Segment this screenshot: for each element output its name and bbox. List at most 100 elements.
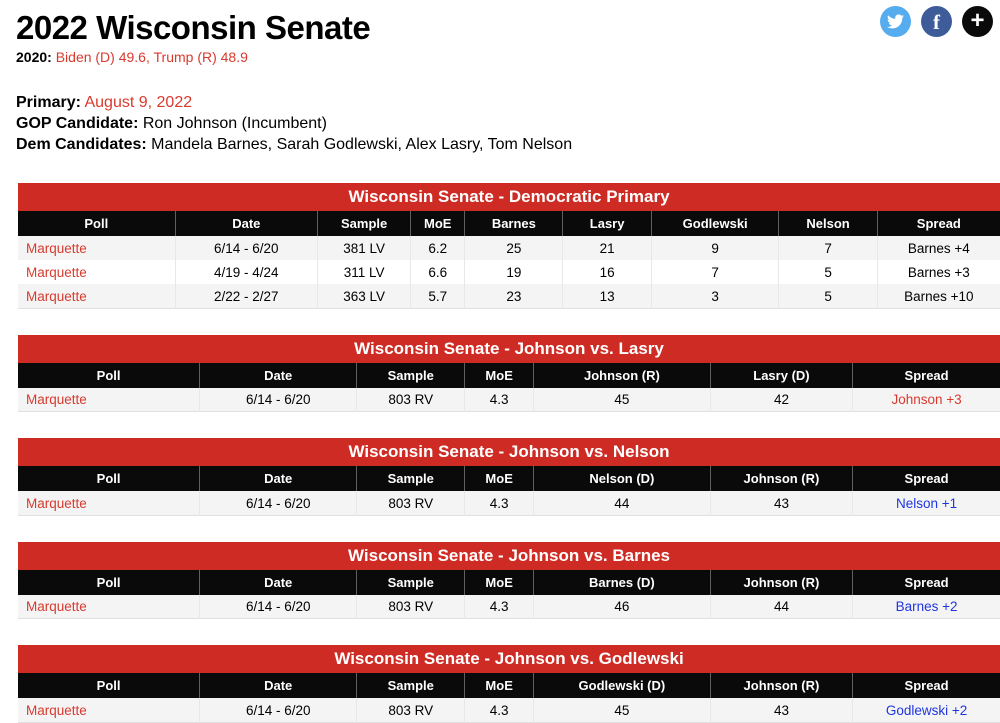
poll-table-section: Wisconsin Senate - Johnson vs. Godlewski… [18, 645, 1000, 723]
column-header: MoE [464, 362, 534, 388]
column-header: Barnes [464, 211, 563, 237]
data-cell: 4.3 [464, 387, 534, 412]
previous-election-result: 2020: Biden (D) 49.6, Trump (R) 48.9 [16, 49, 984, 65]
data-cell: 5.7 [410, 284, 465, 309]
poll-table-section: Wisconsin Senate - Johnson vs. Barnes Pol… [18, 541, 1000, 620]
column-header: MoE [464, 673, 534, 699]
data-cell: 9 [650, 236, 779, 261]
poll-link[interactable]: Marquette [26, 240, 87, 256]
data-cell: 363 LV [316, 284, 411, 309]
gop-candidate-line: GOP Candidate: Ron Johnson (Incumbent) [16, 113, 984, 134]
poll-table-section: Wisconsin Senate - Democratic Primary Pol… [18, 183, 1000, 309]
data-cell: 803 RV [356, 594, 465, 619]
poll-link[interactable]: Marquette [26, 288, 87, 304]
table-title: Wisconsin Senate - Johnson vs. Lasry [18, 334, 1000, 363]
spread-cell: Nelson +1 [852, 491, 1000, 516]
data-cell: 4/19 - 4/24 [174, 260, 318, 285]
poll-row: Marquette 2/22 - 2/27 363 LV 5.7 23 13 3 5 Barne… [18, 284, 1000, 309]
column-header: Sample [356, 673, 465, 699]
data-cell: 6.6 [410, 260, 465, 285]
column-header: Date [199, 362, 357, 388]
column-header: Johnson (R) [709, 466, 853, 492]
column-header: Sample [356, 466, 465, 492]
poll-tables: Wisconsin Senate - Democratic Primary Pol… [0, 183, 1000, 723]
dem-candidates-label: Dem Candidates: [16, 136, 147, 154]
column-header: Spread [852, 569, 1000, 595]
column-header: Spread [876, 211, 1000, 237]
column-header: Date [199, 569, 357, 595]
column-header: MoE [410, 211, 465, 237]
table-header-row: Poll Date Sample MoE Barnes (D) Johnson (R) Sp… [18, 569, 1000, 595]
table-header-row: Poll Date Sample MoE Godlewski (D) Johnson (R… [18, 673, 1000, 699]
facebook-icon: f [933, 10, 940, 34]
data-cell: 13 [562, 284, 652, 309]
facebook-share-button[interactable]: f [921, 6, 952, 37]
poll-cell: Marquette [18, 491, 200, 516]
column-header: Poll [18, 362, 200, 388]
data-cell: 25 [464, 236, 563, 261]
column-header: Godlewski (D) [533, 673, 711, 699]
column-header: Sample [356, 569, 465, 595]
data-cell: 44 [709, 594, 853, 619]
data-cell: 4.3 [464, 594, 534, 619]
column-header: Date [174, 211, 318, 237]
table-title: Wisconsin Senate - Johnson vs. Godlewski [18, 645, 1000, 674]
column-header: Lasry (D) [709, 362, 853, 388]
spread-cell: Johnson +3 [852, 387, 1000, 412]
data-cell: 6/14 - 6/20 [199, 491, 357, 516]
data-cell: 6/14 - 6/20 [199, 594, 357, 619]
poll-link[interactable]: Marquette [26, 495, 87, 511]
poll-row: Marquette 4/19 - 4/24 311 LV 6.6 19 16 7 5 Barne… [18, 260, 1000, 285]
column-header: MoE [464, 466, 534, 492]
data-cell: 381 LV [316, 236, 411, 261]
poll-cell: Marquette [18, 387, 200, 412]
page-header: 2022 Wisconsin Senate 2020: Biden (D) 49… [0, 0, 1000, 155]
data-cell: 43 [709, 698, 853, 723]
page-title: 2022 Wisconsin Senate [16, 9, 371, 46]
data-cell: 6/14 - 6/20 [174, 236, 318, 261]
column-header: Sample [316, 211, 411, 237]
poll-link[interactable]: Marquette [26, 264, 87, 280]
column-header: Date [199, 466, 357, 492]
spread-cell: Barnes +10 [876, 284, 1000, 309]
data-cell: 311 LV [316, 260, 411, 285]
poll-cell: Marquette [18, 236, 176, 261]
data-cell: 7 [650, 260, 779, 285]
data-cell: 6/14 - 6/20 [199, 698, 357, 723]
column-header: Poll [18, 673, 200, 699]
poll-link[interactable]: Marquette [26, 599, 87, 615]
poll-table-section: Wisconsin Senate - Johnson vs. Lasry Poll… [18, 334, 1000, 413]
primary-value: August 9, 2022 [84, 94, 193, 112]
spread-cell: Barnes +2 [852, 594, 1000, 619]
race-info-block: Primary: August 9, 2022 GOP Candidate: R… [16, 92, 984, 155]
data-cell: 45 [533, 387, 711, 412]
social-share-bar: f + [880, 6, 993, 37]
year-value: Biden (D) 49.6, Trump (R) 48.9 [55, 49, 248, 66]
more-share-button[interactable]: + [962, 6, 993, 37]
data-cell: 42 [709, 387, 853, 412]
table-title: Wisconsin Senate - Democratic Primary [18, 183, 1000, 212]
column-header: Sample [356, 362, 465, 388]
data-cell: 44 [533, 491, 711, 516]
column-header: Spread [852, 466, 1000, 492]
poll-row: Marquette 6/14 - 6/20 803 RV 4.3 45 43 Godlews… [18, 698, 1000, 723]
table-header-row: Poll Date Sample MoE Johnson (R) Lasry (D) Spr… [18, 362, 1000, 388]
column-header: Barnes (D) [533, 569, 711, 595]
primary-label: Primary: [16, 94, 81, 112]
poll-table-section: Wisconsin Senate - Johnson vs. Nelson Pol… [18, 438, 1000, 516]
poll-row: Marquette 6/14 - 6/20 381 LV 6.2 25 21 9 7 Barne… [18, 236, 1000, 261]
data-cell: 803 RV [356, 387, 465, 412]
column-header: Poll [18, 466, 200, 492]
poll-link[interactable]: Marquette [26, 392, 87, 408]
data-cell: 6.2 [410, 236, 465, 261]
data-cell: 16 [562, 260, 652, 285]
poll-link[interactable]: Marquette [26, 702, 87, 718]
poll-cell: Marquette [18, 284, 176, 309]
poll-cell: Marquette [18, 698, 200, 723]
twitter-share-button[interactable] [880, 6, 911, 37]
column-header: Spread [852, 673, 1000, 699]
spread-cell: Godlewski +2 [852, 698, 1000, 723]
data-cell: 803 RV [356, 491, 465, 516]
primary-date-line: Primary: August 9, 2022 [16, 92, 984, 113]
gop-candidate-label: GOP Candidate: [16, 115, 139, 133]
